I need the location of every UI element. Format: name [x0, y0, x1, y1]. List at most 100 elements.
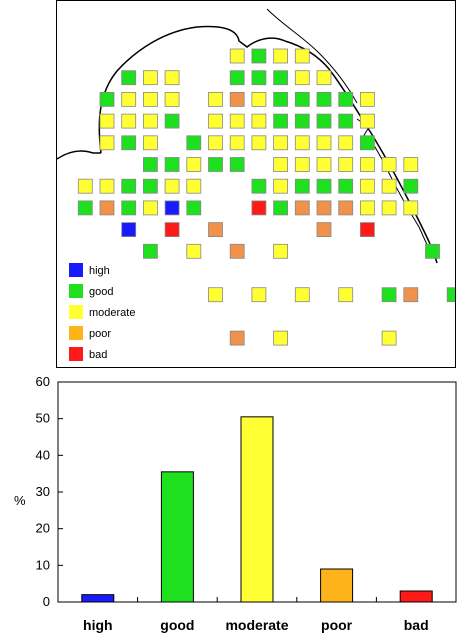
station-moderate — [338, 135, 354, 151]
station-moderate — [143, 70, 158, 86]
station-moderate — [316, 157, 332, 172]
station-moderate — [403, 157, 419, 172]
station-moderate — [403, 200, 419, 216]
station-moderate — [208, 287, 223, 303]
station-moderate — [273, 330, 289, 346]
station-moderate — [294, 157, 310, 172]
station-good — [143, 178, 158, 194]
x-axis-categories: high good moderate poor bad — [83, 597, 429, 633]
station-good — [121, 70, 137, 86]
station-moderate — [164, 70, 180, 86]
station-good — [121, 200, 137, 216]
station-good — [338, 113, 354, 129]
station-bad — [359, 222, 375, 238]
station-moderate — [208, 113, 223, 129]
station-moderate — [338, 157, 354, 172]
y-tick-label: 60 — [36, 374, 50, 389]
station-poor — [294, 200, 310, 216]
station-poor — [229, 243, 245, 259]
legend-label-good: good — [89, 286, 113, 298]
bar-moderate — [240, 416, 274, 603]
station-moderate — [208, 92, 223, 107]
y-tick-label: 10 — [36, 557, 50, 572]
station-moderate — [273, 178, 289, 194]
station-moderate — [143, 135, 158, 151]
station-moderate — [186, 157, 202, 172]
legend-label-high: high — [89, 265, 110, 277]
y-tick-label: 30 — [36, 484, 50, 499]
station-moderate — [359, 157, 375, 172]
bar-poor — [320, 568, 354, 603]
station-good — [425, 243, 440, 259]
station-moderate — [359, 113, 375, 129]
station-moderate — [273, 48, 289, 64]
station-poor — [208, 222, 223, 238]
station-bad — [164, 222, 180, 238]
station-good — [338, 178, 354, 194]
station-moderate — [294, 287, 310, 303]
station-moderate — [77, 178, 93, 194]
station-moderate — [273, 157, 289, 172]
station-moderate — [251, 92, 267, 107]
station-good — [164, 113, 180, 129]
y-axis-label: % — [14, 493, 26, 508]
legend-swatch-good — [69, 284, 83, 298]
station-moderate — [381, 157, 397, 172]
station-good — [316, 92, 332, 107]
station-moderate — [251, 287, 267, 303]
station-poor — [316, 200, 332, 216]
station-bad — [251, 200, 267, 216]
bars — [81, 416, 433, 603]
station-moderate — [294, 135, 310, 151]
station-good — [186, 135, 202, 151]
station-good — [273, 92, 289, 107]
station-good — [143, 243, 158, 259]
legend-label-poor: poor — [89, 328, 111, 340]
station-moderate — [381, 178, 397, 194]
legend-label-moderate: moderate — [89, 307, 135, 319]
station-moderate — [121, 92, 137, 107]
station-good — [294, 92, 310, 107]
station-moderate — [186, 178, 202, 194]
station-moderate — [316, 135, 332, 151]
station-high — [121, 222, 137, 238]
station-good — [251, 178, 267, 194]
station-moderate — [338, 287, 354, 303]
station-good — [446, 287, 455, 303]
station-good — [403, 178, 419, 194]
station-moderate — [294, 48, 310, 64]
station-good — [229, 70, 245, 86]
station-moderate — [229, 135, 245, 151]
bar-good — [160, 471, 194, 603]
station-moderate — [229, 113, 245, 129]
legend-swatch-moderate — [69, 305, 83, 319]
station-good — [164, 157, 180, 172]
x-category-label-moderate: moderate — [225, 617, 288, 633]
station-moderate — [99, 178, 115, 194]
station-good — [99, 92, 115, 107]
station-good — [294, 178, 310, 194]
station-moderate — [251, 135, 267, 151]
station-moderate — [273, 135, 289, 151]
station-moderate — [143, 200, 158, 216]
station-moderate — [99, 113, 115, 129]
status-bar-chart: % 0 10 20 30 40 50 60 high good moderate poor bad — [14, 374, 457, 633]
station-good — [316, 178, 332, 194]
station-poor — [316, 222, 332, 238]
station-moderate — [294, 70, 310, 86]
station-good — [381, 287, 397, 303]
station-poor — [338, 200, 354, 216]
station-moderate — [164, 178, 180, 194]
station-moderate — [208, 135, 223, 151]
station-moderate — [381, 330, 397, 346]
station-moderate — [121, 113, 137, 129]
station-moderate — [143, 92, 158, 107]
y-tick-label: 40 — [36, 447, 50, 462]
x-category-label-high: high — [83, 617, 113, 633]
y-axis-ticks: 0 10 20 30 40 50 60 — [36, 374, 63, 609]
station-good — [273, 113, 289, 129]
station-good — [251, 70, 267, 86]
legend-label-bad: bad — [89, 349, 107, 361]
bar-high — [81, 594, 115, 603]
station-poor — [99, 200, 115, 216]
